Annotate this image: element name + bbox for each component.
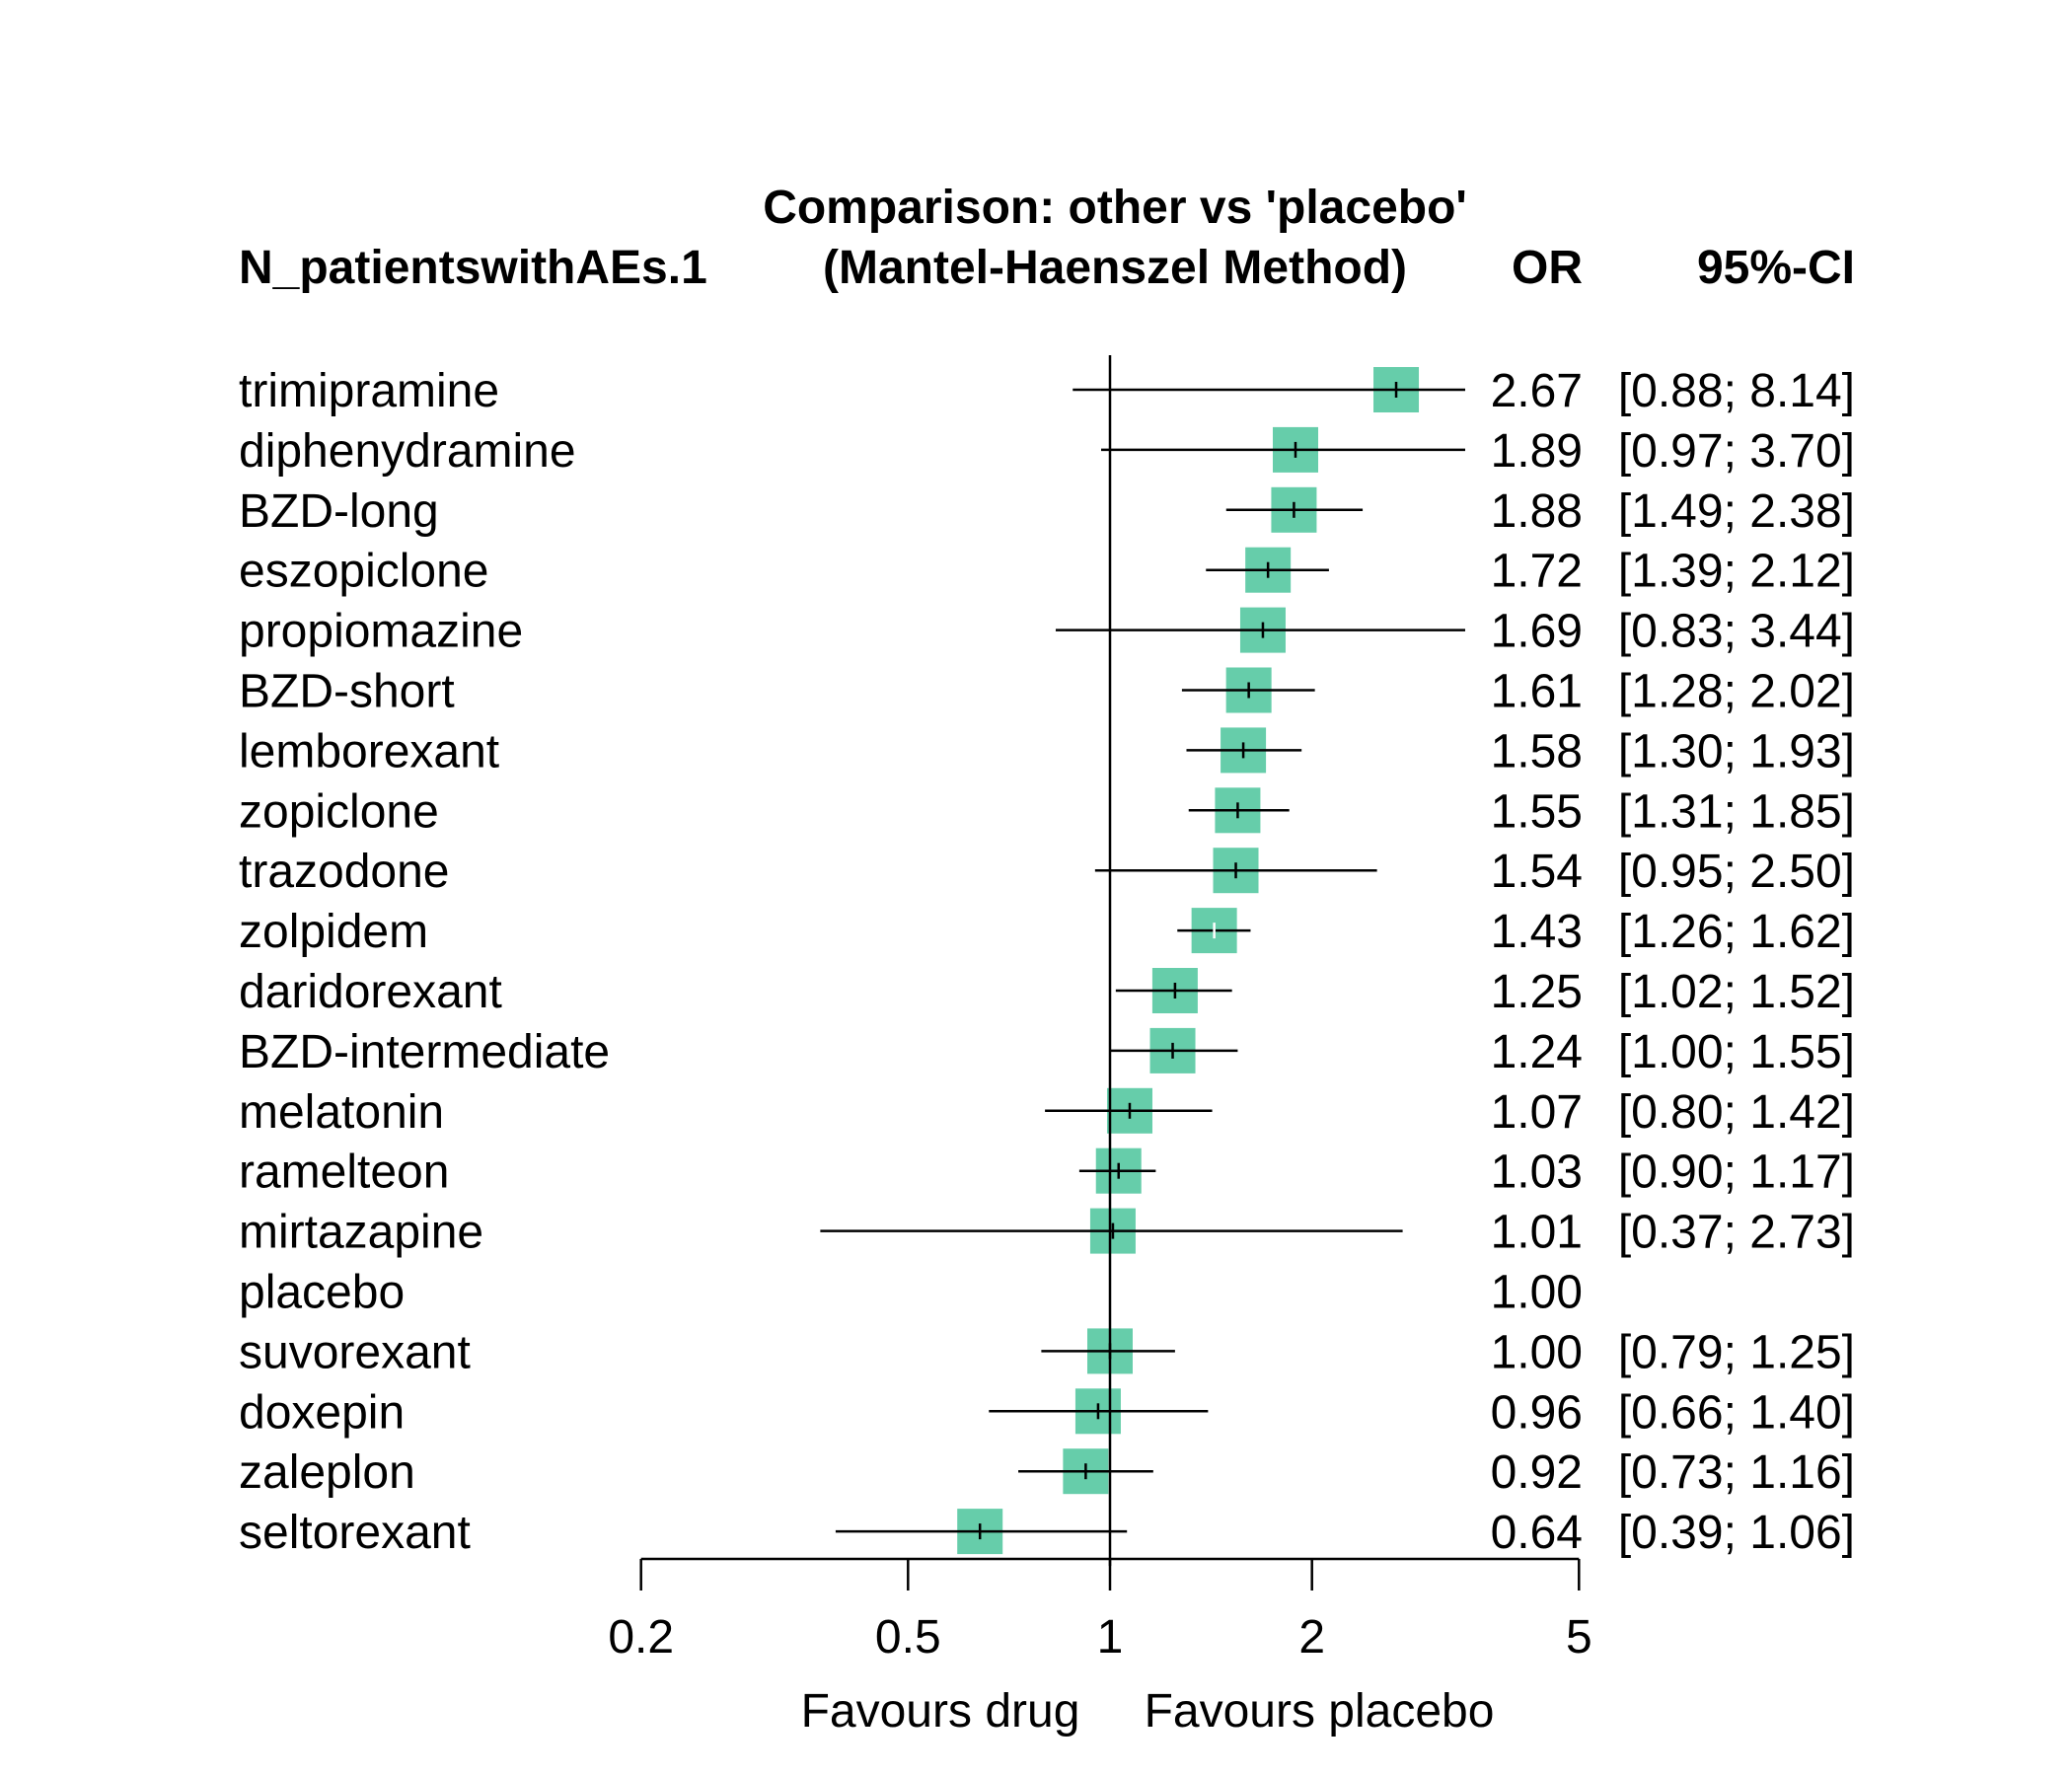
- forest-row: BZD-short 1.61 [1.28; 2.02]: [239, 666, 1855, 718]
- axis-tick-label: 5: [1566, 1611, 1592, 1664]
- row-label: BZD-long: [239, 485, 439, 538]
- ci-value: [0.80; 1.42]: [1618, 1086, 1855, 1139]
- or-value: 0.92: [1491, 1446, 1583, 1499]
- forest-row: lemborexant 1.58 [1.30; 1.93]: [239, 725, 1855, 777]
- or-value: 1.24: [1491, 1026, 1583, 1078]
- forest-row: eszopiclone 1.72 [1.39; 2.12]: [239, 546, 1855, 598]
- or-value: 0.96: [1491, 1386, 1583, 1439]
- row-label: trazodone: [239, 846, 450, 898]
- chart-title: Comparison: other vs 'placebo': [763, 182, 1467, 234]
- row-label: daridorexant: [239, 966, 502, 1018]
- ci-value: [0.88; 8.14]: [1618, 365, 1855, 417]
- row-label: seltorexant: [239, 1507, 471, 1559]
- ci-value: [0.39; 1.06]: [1618, 1507, 1855, 1559]
- row-label: lemborexant: [239, 725, 499, 777]
- row-label: eszopiclone: [239, 546, 489, 598]
- or-value: 1.25: [1491, 966, 1583, 1018]
- or-value: 1.88: [1491, 485, 1583, 538]
- forest-row: seltorexant 0.64 [0.39; 1.06]: [239, 1507, 1855, 1559]
- outcome-label: N_patientswithAEs.1: [239, 242, 707, 294]
- axis-tick-label: 0.2: [608, 1611, 674, 1664]
- row-label: melatonin: [239, 1086, 444, 1139]
- axis-tick-label: 1: [1097, 1611, 1124, 1664]
- ci-value: [1.39; 2.12]: [1618, 546, 1855, 598]
- ci-value: [0.83; 3.44]: [1618, 606, 1855, 658]
- row-label: trimipramine: [239, 365, 499, 417]
- ci-value: [1.30; 1.93]: [1618, 725, 1855, 777]
- row-label: BZD-short: [239, 666, 455, 718]
- forest-row: suvorexant 1.00 [0.79; 1.25]: [239, 1326, 1855, 1378]
- row-label: mirtazapine: [239, 1207, 483, 1259]
- ci-value: [1.31; 1.85]: [1618, 785, 1855, 838]
- ci-value: [0.66; 1.40]: [1618, 1386, 1855, 1439]
- or-value: 1.00: [1491, 1326, 1583, 1378]
- row-label: ramelteon: [239, 1147, 449, 1199]
- forest-row: daridorexant 1.25 [1.02; 1.52]: [239, 966, 1855, 1018]
- axis-tick-label: 2: [1298, 1611, 1325, 1664]
- or-value: 1.58: [1491, 725, 1583, 777]
- or-value: 1.43: [1491, 906, 1583, 958]
- forest-row: trimipramine 2.67 [0.88; 8.14]: [239, 365, 1855, 417]
- row-label: zopiclone: [239, 785, 439, 838]
- ci-value: [0.73; 1.16]: [1618, 1446, 1855, 1499]
- row-label: zaleplon: [239, 1446, 415, 1499]
- forest-row: ramelteon 1.03 [0.90; 1.17]: [239, 1147, 1855, 1199]
- forest-row: zaleplon 0.92 [0.73; 1.16]: [239, 1446, 1855, 1499]
- or-value: 1.01: [1491, 1207, 1583, 1259]
- favours-drug-label: Favours drug: [801, 1685, 1080, 1738]
- ci-value: [0.97; 3.70]: [1618, 425, 1855, 478]
- forest-row: zopiclone 1.55 [1.31; 1.85]: [239, 785, 1855, 838]
- forest-row: trazodone 1.54 [0.95; 2.50]: [239, 846, 1855, 898]
- forest-row: placebo 1.00: [239, 1267, 1583, 1319]
- chart-subtitle: (Mantel-Haenszel Method): [823, 242, 1407, 294]
- ci-column-header: 95%-CI: [1697, 242, 1855, 294]
- ci-value: [1.26; 1.62]: [1618, 906, 1855, 958]
- or-value: 0.64: [1491, 1507, 1583, 1559]
- or-value: 1.89: [1491, 425, 1583, 478]
- forest-row: zolpidem 1.43 [1.26; 1.62]: [239, 906, 1855, 958]
- row-label: doxepin: [239, 1386, 405, 1439]
- forest-row: propiomazine 1.69 [0.83; 3.44]: [239, 606, 1855, 658]
- forest-row: mirtazapine 1.01 [0.37; 2.73]: [239, 1207, 1855, 1259]
- row-label: diphenydramine: [239, 425, 576, 478]
- ci-value: [0.37; 2.73]: [1618, 1207, 1855, 1259]
- row-label: BZD-intermediate: [239, 1026, 610, 1078]
- ci-value: [1.28; 2.02]: [1618, 666, 1855, 718]
- forest-row: diphenydramine 1.89 [0.97; 3.70]: [239, 425, 1855, 478]
- ci-value: [1.49; 2.38]: [1618, 485, 1855, 538]
- or-value: 1.54: [1491, 846, 1583, 898]
- rows-layer: trimipramine 2.67 [0.88; 8.14] diphenydrami…: [239, 365, 1855, 1559]
- or-value: 1.55: [1491, 785, 1583, 838]
- axis-tick-label: 0.5: [875, 1611, 941, 1664]
- or-value: 1.00: [1491, 1267, 1583, 1319]
- forest-row: melatonin 1.07 [0.80; 1.42]: [239, 1086, 1855, 1139]
- or-value: 2.67: [1491, 365, 1583, 417]
- or-value: 1.03: [1491, 1147, 1583, 1199]
- or-value: 1.69: [1491, 606, 1583, 658]
- ci-value: [0.79; 1.25]: [1618, 1326, 1855, 1378]
- row-label: zolpidem: [239, 906, 428, 958]
- ci-value: [0.90; 1.17]: [1618, 1147, 1855, 1199]
- row-label: suvorexant: [239, 1326, 471, 1378]
- or-column-header: OR: [1512, 242, 1583, 294]
- forest-row: BZD-long 1.88 [1.49; 2.38]: [239, 485, 1855, 538]
- or-value: 1.61: [1491, 666, 1583, 718]
- favours-placebo-label: Favours placebo: [1145, 1685, 1495, 1738]
- forest-row: doxepin 0.96 [0.66; 1.40]: [239, 1386, 1855, 1439]
- ci-value: [0.95; 2.50]: [1618, 846, 1855, 898]
- ci-value: [1.02; 1.52]: [1618, 966, 1855, 1018]
- or-value: 1.72: [1491, 546, 1583, 598]
- row-label: propiomazine: [239, 606, 523, 658]
- ci-value: [1.00; 1.55]: [1618, 1026, 1855, 1078]
- or-value: 1.07: [1491, 1086, 1583, 1139]
- row-label: placebo: [239, 1267, 405, 1319]
- x-axis: 0.2 0.5 1 2 5: [608, 1557, 1592, 1664]
- forest-row: BZD-intermediate 1.24 [1.00; 1.55]: [239, 1026, 1855, 1078]
